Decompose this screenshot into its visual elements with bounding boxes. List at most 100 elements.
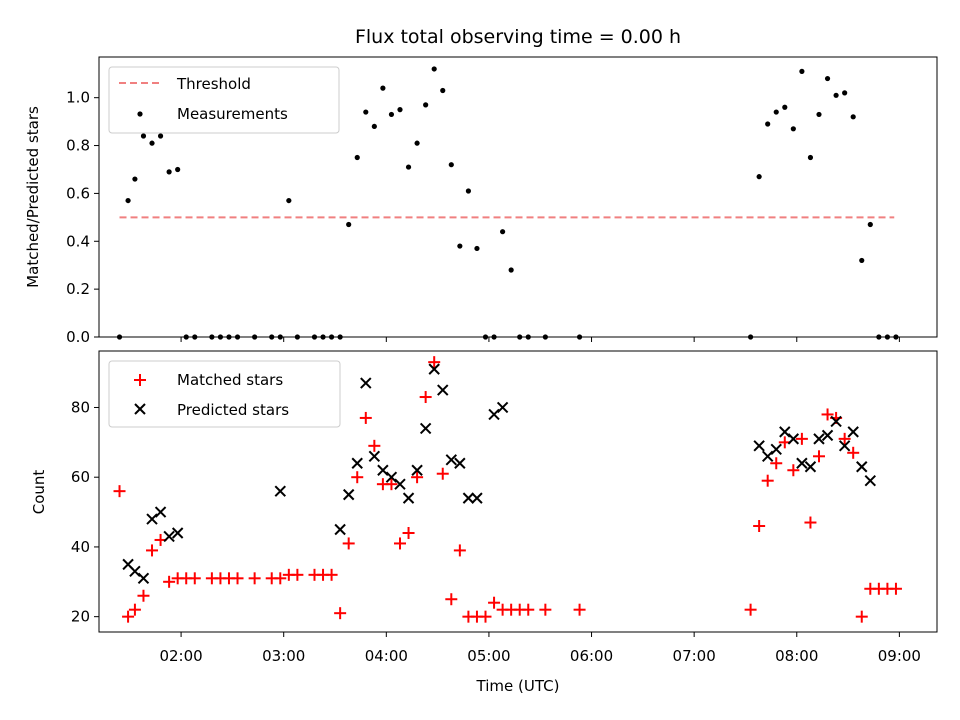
matched-star-point bbox=[488, 596, 501, 609]
measurement-point bbox=[859, 257, 865, 264]
measurement-point bbox=[508, 267, 514, 273]
measurement-point bbox=[773, 109, 779, 115]
matched-star-point bbox=[479, 610, 492, 623]
ratio-y-axis-label: Matched/Predicted stars bbox=[24, 106, 42, 288]
measurement-point bbox=[388, 111, 395, 118]
threshold-legend-label: Threshold bbox=[176, 75, 251, 93]
measurement-point bbox=[149, 140, 155, 146]
matched-star-point bbox=[838, 432, 851, 445]
predicted-star-point bbox=[428, 363, 440, 375]
predicted-star-point bbox=[342, 488, 355, 501]
predicted-star-point bbox=[761, 450, 774, 462]
measurement-point bbox=[166, 169, 172, 175]
predicted-star-point bbox=[360, 377, 372, 389]
measurement-point bbox=[448, 162, 454, 168]
measurement-point bbox=[423, 102, 429, 108]
x-tick-label: 09:00 bbox=[878, 647, 921, 665]
measurements-legend-swatch bbox=[137, 111, 143, 117]
y-tick-label: 0.4 bbox=[66, 232, 90, 250]
count-legend: Matched stars Predicted stars bbox=[108, 360, 341, 428]
predicted-star-point bbox=[753, 440, 765, 452]
measurements-legend-label: Measurements bbox=[177, 105, 288, 123]
measurement-point bbox=[799, 68, 805, 74]
y-tick-label: 20 bbox=[71, 608, 90, 626]
predicted-star-point bbox=[146, 513, 158, 525]
x-tick-label: 05:00 bbox=[467, 647, 510, 665]
matched-star-point bbox=[128, 603, 141, 616]
measurement-point bbox=[807, 154, 814, 161]
count-panel-frame bbox=[98, 350, 938, 633]
matched-star-point bbox=[821, 408, 834, 421]
measurement-point bbox=[286, 197, 292, 204]
count-x-ticks: 02:00 03:00 04:00 05:00 06:00 07:00 08:00 09:00 bbox=[159, 632, 921, 665]
predicted-legend-swatch bbox=[134, 403, 146, 415]
predicted-star-point bbox=[154, 506, 167, 518]
measurement-point bbox=[765, 121, 771, 127]
measurement-point bbox=[371, 123, 377, 130]
predicted-star-point bbox=[488, 408, 500, 421]
y-tick-label: 40 bbox=[71, 538, 90, 556]
x-tick-label: 08:00 bbox=[775, 647, 818, 665]
measurement-point bbox=[354, 154, 360, 161]
matched-star-point bbox=[445, 593, 458, 606]
predicted-star-point bbox=[137, 572, 150, 585]
predicted-star-point bbox=[471, 492, 483, 504]
matched-star-point bbox=[393, 537, 406, 550]
y-tick-label: 80 bbox=[71, 398, 90, 416]
predicted-star-point bbox=[445, 454, 458, 466]
predicted-star-point bbox=[368, 450, 381, 462]
predicted-star-point bbox=[454, 457, 466, 469]
matched-star-point bbox=[744, 603, 757, 616]
matched-star-point bbox=[402, 526, 415, 539]
predicted-star-point bbox=[796, 457, 808, 469]
measurement-point bbox=[431, 66, 437, 72]
matched-star-point bbox=[248, 572, 261, 585]
measurement-point bbox=[474, 245, 480, 252]
predicted-star-point bbox=[813, 433, 825, 445]
measurement-point bbox=[782, 104, 788, 110]
measurement-point bbox=[867, 221, 873, 228]
ratio-panel-frame bbox=[98, 56, 938, 338]
x-tick-label: 04:00 bbox=[365, 647, 408, 665]
matched-star-point bbox=[359, 411, 372, 424]
matched-star-point bbox=[113, 485, 126, 498]
measurement-point bbox=[465, 188, 472, 194]
predicted-star-point bbox=[377, 464, 389, 476]
matched-star-point bbox=[368, 439, 381, 452]
measurement-point bbox=[824, 75, 831, 82]
predicted-star-point bbox=[856, 461, 868, 473]
predicted-star-point bbox=[171, 527, 184, 539]
matched-star-point bbox=[231, 572, 244, 585]
measurement-point bbox=[405, 164, 412, 170]
matched-star-point bbox=[847, 446, 860, 459]
measurement-point bbox=[175, 166, 181, 173]
predicted-star-point bbox=[402, 492, 415, 504]
predicted-star-point bbox=[351, 457, 363, 469]
predicted-star-point bbox=[804, 461, 817, 473]
measurement-point bbox=[346, 221, 352, 228]
matched-star-point bbox=[411, 471, 424, 484]
x-tick-label: 03:00 bbox=[262, 647, 305, 665]
matched-star-point bbox=[419, 391, 432, 404]
x-axis-label: Time (UTC) bbox=[476, 677, 560, 695]
predicted-star-point bbox=[847, 426, 859, 438]
matched-star-point bbox=[428, 356, 441, 369]
predicted-star-point bbox=[163, 530, 175, 543]
matched-star-point bbox=[539, 603, 552, 616]
measurement-point bbox=[500, 229, 506, 235]
matched-star-point bbox=[804, 516, 817, 529]
ratio-y-ticks: 0.0 0.2 0.4 0.6 0.8 1.0 bbox=[66, 89, 99, 346]
predicted-star-point bbox=[787, 433, 800, 445]
matched-star-point bbox=[342, 537, 355, 550]
matched-star-point bbox=[453, 544, 466, 557]
matched-star-point bbox=[812, 450, 825, 463]
matched-star-point bbox=[889, 582, 902, 595]
predicted-legend-label: Predicted stars bbox=[177, 401, 289, 419]
matched-star-point bbox=[787, 464, 800, 477]
predicted-star-point bbox=[385, 471, 398, 483]
predicted-star-point bbox=[462, 492, 475, 504]
measurement-point bbox=[414, 140, 420, 146]
x-tick-label: 02:00 bbox=[159, 647, 202, 665]
matched-star-point bbox=[855, 610, 868, 623]
